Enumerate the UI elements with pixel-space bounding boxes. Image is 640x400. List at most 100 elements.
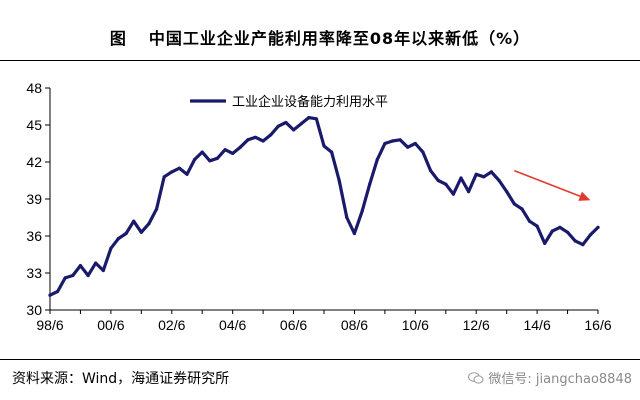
chart-title: 图 中国工业企业产能利用率降至08年以来新低（%） [0,25,640,49]
data-point [451,192,455,196]
data-point [368,182,372,186]
data-point [56,289,60,294]
data-point [307,116,311,120]
data-point [261,139,265,143]
data-point [527,219,532,223]
data-point [550,229,554,233]
data-point [390,139,395,143]
data-point [276,124,280,128]
data-point [337,178,341,183]
data-point [200,150,204,154]
data-point [322,144,326,148]
data-point [459,176,463,180]
trend-arrow-shaft [513,169,581,197]
y-tick-label: 30 [26,302,42,318]
data-point [147,222,151,226]
figure-label: 图 [109,29,127,48]
data-point [124,231,128,236]
data-point [253,135,258,139]
source-note: 资料来源：Wind，海通证券研究所 [12,371,230,387]
data-point [482,175,486,179]
series-line [48,115,600,297]
x-tick-label: 10/6 [402,317,429,333]
data-point [139,230,143,234]
data-point [94,261,98,265]
data-point [116,236,121,241]
x-tick-label: 16/6 [584,317,611,333]
data-point [177,166,181,170]
data-point [314,117,318,121]
data-point [345,215,349,220]
data-point [208,159,212,163]
data-point [162,175,166,179]
data-point [109,246,113,250]
data-point [581,243,585,247]
watermark-text: 微信号: jiangchao8848 [488,372,632,387]
data-point [101,268,105,273]
y-tick-label: 33 [26,265,42,281]
data-point [558,225,562,229]
data-point [269,133,273,137]
chart-title-text: 中国工业企业产能利用率降至08年以来新低（%） [148,29,531,48]
y-tick-label: 39 [26,191,42,207]
x-tick-label: 12/6 [463,317,490,333]
wechat-icon [468,372,484,384]
x-tick-label: 00/6 [97,317,124,333]
x-tick-label: 06/6 [280,317,307,333]
y-tick-label: 48 [26,80,42,96]
data-point [474,172,478,176]
data-point [520,207,524,211]
data-point [429,169,433,173]
data-point [170,170,174,174]
watermark: 微信号: jiangchao8848 [468,368,632,387]
x-tick-label: 04/6 [219,317,246,333]
data-point [155,207,159,211]
x-tick-label: 14/6 [523,317,550,333]
data-point [596,225,600,229]
data-point [375,157,379,162]
data-point [246,138,250,142]
data-point [436,178,440,183]
data-point [284,120,288,125]
y-tick-label: 36 [26,228,42,244]
data-point [535,224,539,228]
data-point [383,141,387,146]
data-point [238,145,242,149]
data-point [505,190,509,194]
data-point [406,145,410,149]
line-chart: 30 33 36 39 42 45 48 98/6 00/6 02/6 04/6 06/6 08/6 10… [26,80,611,333]
data-point [573,239,577,243]
data-point [292,128,296,132]
data-point [78,264,82,268]
y-tick-label: 42 [26,154,42,170]
data-point [421,150,425,154]
data-point [444,182,448,186]
data-point [352,231,356,236]
source-divider [0,359,640,360]
data-point [413,141,417,146]
data-point [489,170,493,174]
data-point [360,209,364,213]
legend-label: 工业企业设备能力利用水平 [232,94,388,110]
data-point [48,293,52,297]
trend-arrow-head [578,191,591,201]
data-point [71,273,75,278]
data-point [299,122,303,126]
data-point [398,138,402,142]
data-point [215,156,219,160]
data-point [497,178,501,183]
data-point [512,202,516,206]
data-point [193,157,197,162]
data-point [63,276,67,280]
data-point [543,241,547,245]
data-point [185,172,189,176]
data-point [132,219,136,223]
data-point [467,190,471,194]
title-bar: 图 中国工业企业产能利用率降至08年以来新低（%） [0,0,640,61]
data-point [223,148,227,152]
data-point [231,151,235,155]
x-tick-label: 02/6 [158,317,185,333]
data-point [330,150,334,154]
data-point [86,273,90,278]
x-tick-label: 98/6 [36,317,63,333]
